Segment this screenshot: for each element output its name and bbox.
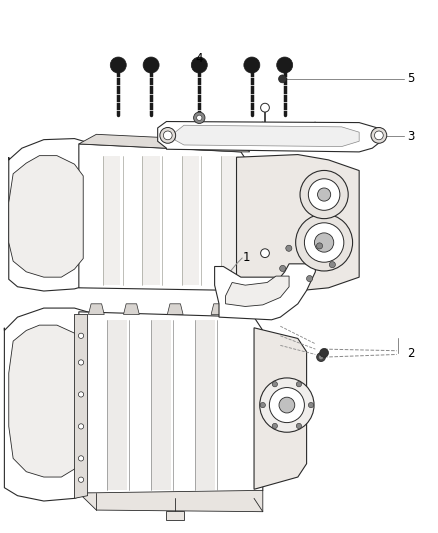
Polygon shape [166,511,184,520]
Circle shape [308,402,314,408]
Circle shape [143,57,159,73]
Circle shape [296,214,353,271]
Polygon shape [142,156,160,285]
Polygon shape [211,304,227,314]
Circle shape [314,233,334,252]
Circle shape [260,402,265,408]
Circle shape [78,456,84,461]
Text: 4: 4 [195,52,203,65]
Circle shape [244,57,260,73]
Polygon shape [103,156,120,285]
Circle shape [272,382,277,387]
Polygon shape [4,308,96,501]
Polygon shape [215,264,315,320]
Polygon shape [167,304,183,314]
Polygon shape [237,155,359,292]
Circle shape [300,171,348,219]
Circle shape [279,397,295,413]
Circle shape [279,265,286,271]
Polygon shape [226,276,289,306]
Circle shape [371,127,387,143]
Polygon shape [151,320,171,490]
Polygon shape [242,304,258,314]
Circle shape [317,353,325,361]
Polygon shape [107,320,127,490]
Circle shape [296,382,301,387]
Polygon shape [254,328,307,489]
Circle shape [78,477,84,482]
Polygon shape [79,490,263,512]
Text: 1: 1 [242,252,250,264]
Circle shape [197,115,202,120]
Circle shape [272,423,278,429]
Circle shape [260,378,314,432]
Circle shape [163,131,172,140]
Polygon shape [9,156,83,277]
Text: 2: 2 [407,347,415,360]
Circle shape [269,387,304,423]
Polygon shape [9,139,96,291]
Circle shape [78,333,84,338]
Polygon shape [88,304,104,314]
Circle shape [78,392,84,397]
Circle shape [261,103,269,112]
Polygon shape [221,156,239,285]
Circle shape [110,57,126,73]
Text: 5: 5 [407,72,415,85]
Polygon shape [74,314,88,498]
Circle shape [318,188,331,201]
Circle shape [191,57,207,73]
Circle shape [277,57,293,73]
Circle shape [78,360,84,365]
Polygon shape [158,122,381,152]
Polygon shape [124,304,139,314]
Circle shape [374,131,383,140]
Polygon shape [195,320,215,490]
Circle shape [194,112,205,124]
Circle shape [160,127,176,143]
Circle shape [308,179,340,211]
Circle shape [286,245,292,252]
Circle shape [279,75,286,83]
Circle shape [78,424,84,429]
Circle shape [320,349,328,357]
Polygon shape [79,144,250,290]
Circle shape [296,423,301,429]
Polygon shape [79,134,250,152]
Circle shape [319,355,323,359]
Polygon shape [9,325,83,477]
Circle shape [304,223,344,262]
Polygon shape [79,312,263,498]
Circle shape [307,276,313,281]
Polygon shape [175,125,359,147]
Circle shape [261,249,269,257]
Polygon shape [182,156,199,285]
Circle shape [317,243,323,249]
Text: 3: 3 [407,130,415,143]
Circle shape [329,262,336,268]
